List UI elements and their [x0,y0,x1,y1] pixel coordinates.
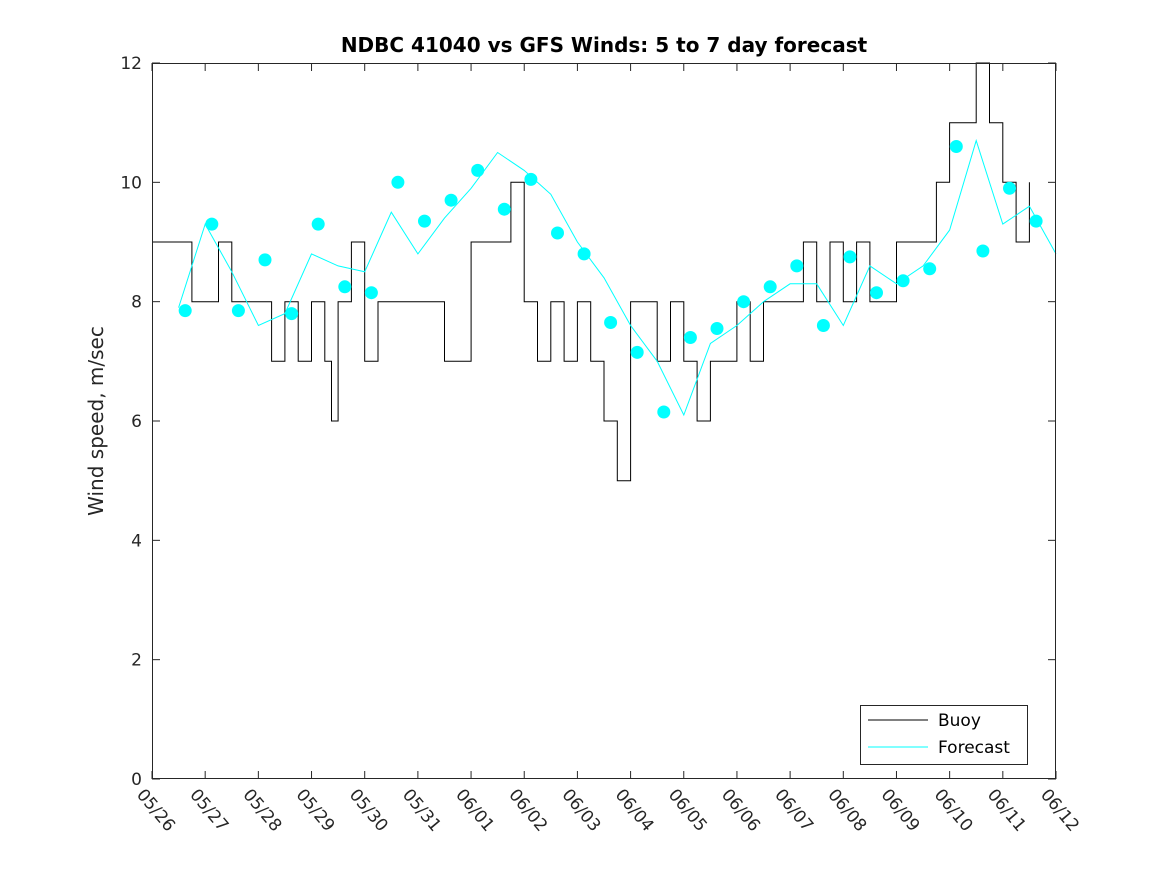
data-layer [152,62,1057,482]
forecast-marker [391,175,405,189]
forecast-marker [923,262,937,276]
y-tick-label: 0 [131,770,142,790]
legend-label-buoy: Buoy [938,711,981,731]
forecast-marker [205,217,219,231]
y-tick-label: 4 [131,531,142,551]
forecast-marker [816,319,830,332]
forecast-marker [1029,214,1043,228]
forecast-marker [497,202,511,216]
y-tick-label: 12 [120,54,142,74]
forecast-marker [524,172,538,186]
y-axis-label: Wind speed, m/sec [84,326,108,516]
forecast-marker [258,253,272,267]
forecast-marker [763,280,777,294]
buoy-series-line [152,62,1030,482]
forecast-marker [683,331,697,344]
forecast-marker [604,316,618,329]
forecast-marker [311,217,325,231]
forecast-marker [178,304,192,318]
legend-label-forecast: Forecast [938,738,1010,758]
forecast-marker [577,247,591,261]
forecast-marker [843,250,857,264]
forecast-marker [444,193,458,207]
y-axis: 0 2 4 6 8 10 12 [120,54,1056,790]
forecast-marker [630,345,644,359]
forecast-marker [418,214,431,228]
forecast-marker [949,140,963,153]
legend-box [860,705,1028,765]
forecast-marker [285,307,299,321]
chart-title: NDBC 41040 vs GFS Winds: 5 to 7 day fore… [341,33,868,57]
forecast-marker [737,295,751,309]
forecast-marker [1003,181,1016,195]
y-tick-label: 2 [131,651,142,671]
legend: Buoy Forecast [860,705,1028,765]
y-tick-label: 6 [131,412,142,432]
y-tick-label: 8 [131,293,142,313]
forecast-marker [657,405,671,419]
forecast-marker [790,259,804,273]
forecast-marker [338,280,352,294]
forecast-series-line [178,138,1057,417]
forecast-marker [551,226,564,240]
forecast-marker [976,244,990,258]
forecast-marker [896,274,910,288]
forecast-marker [710,322,724,335]
y-tick-label: 10 [120,173,142,193]
forecast-marker [870,286,883,300]
forecast-marker [471,163,485,177]
forecast-marker [364,286,378,300]
forecast-marker [231,304,245,318]
